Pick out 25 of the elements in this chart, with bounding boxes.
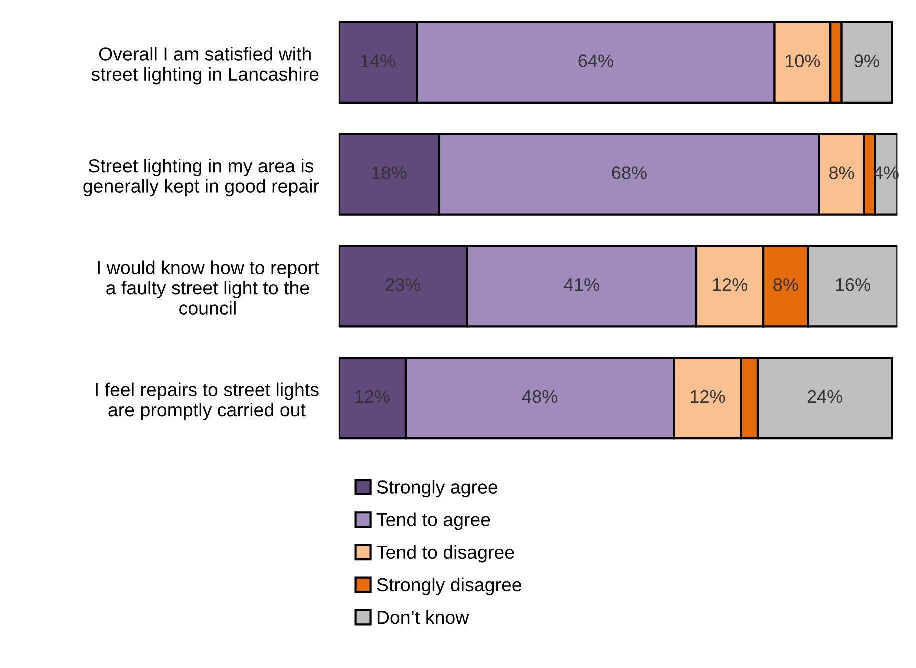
data-label: 41% bbox=[564, 278, 600, 292]
legend-label: Strongly agree bbox=[377, 480, 498, 498]
data-label: 12% bbox=[691, 390, 726, 404]
legend-label: Tend to disagree bbox=[376, 545, 514, 563]
data-label: 23% bbox=[386, 278, 421, 292]
legend-label: Tend to agree bbox=[376, 512, 490, 530]
data-label: 16% bbox=[836, 278, 870, 292]
data-label: 48% bbox=[522, 390, 558, 404]
y-tick-label: Overall I am satisfied with street lighting in Lancashire bbox=[92, 47, 319, 85]
data-label: 12% bbox=[713, 278, 748, 292]
y-tick-label: Street lighting in my area is generally kept in good repair bbox=[84, 158, 320, 197]
data-label: 24% bbox=[808, 390, 842, 404]
data-label: 12% bbox=[356, 390, 390, 404]
legend-label: Don’t know bbox=[378, 610, 470, 624]
data-label: 10% bbox=[786, 54, 820, 68]
data-label: 8% bbox=[830, 166, 854, 180]
y-tick-label: I would know how to report a faulty street light to the council bbox=[98, 260, 320, 315]
data-label: 8% bbox=[774, 278, 798, 292]
data-label: 14% bbox=[361, 54, 396, 68]
data-label: 9% bbox=[854, 54, 880, 68]
data-label: 18% bbox=[372, 166, 407, 180]
data-label: 68% bbox=[612, 166, 647, 180]
legend-label: Strongly disagree bbox=[377, 578, 522, 596]
data-label: 64% bbox=[578, 54, 614, 68]
y-tick-label: I feel repairs to street lights are promptly carried out bbox=[96, 382, 319, 420]
